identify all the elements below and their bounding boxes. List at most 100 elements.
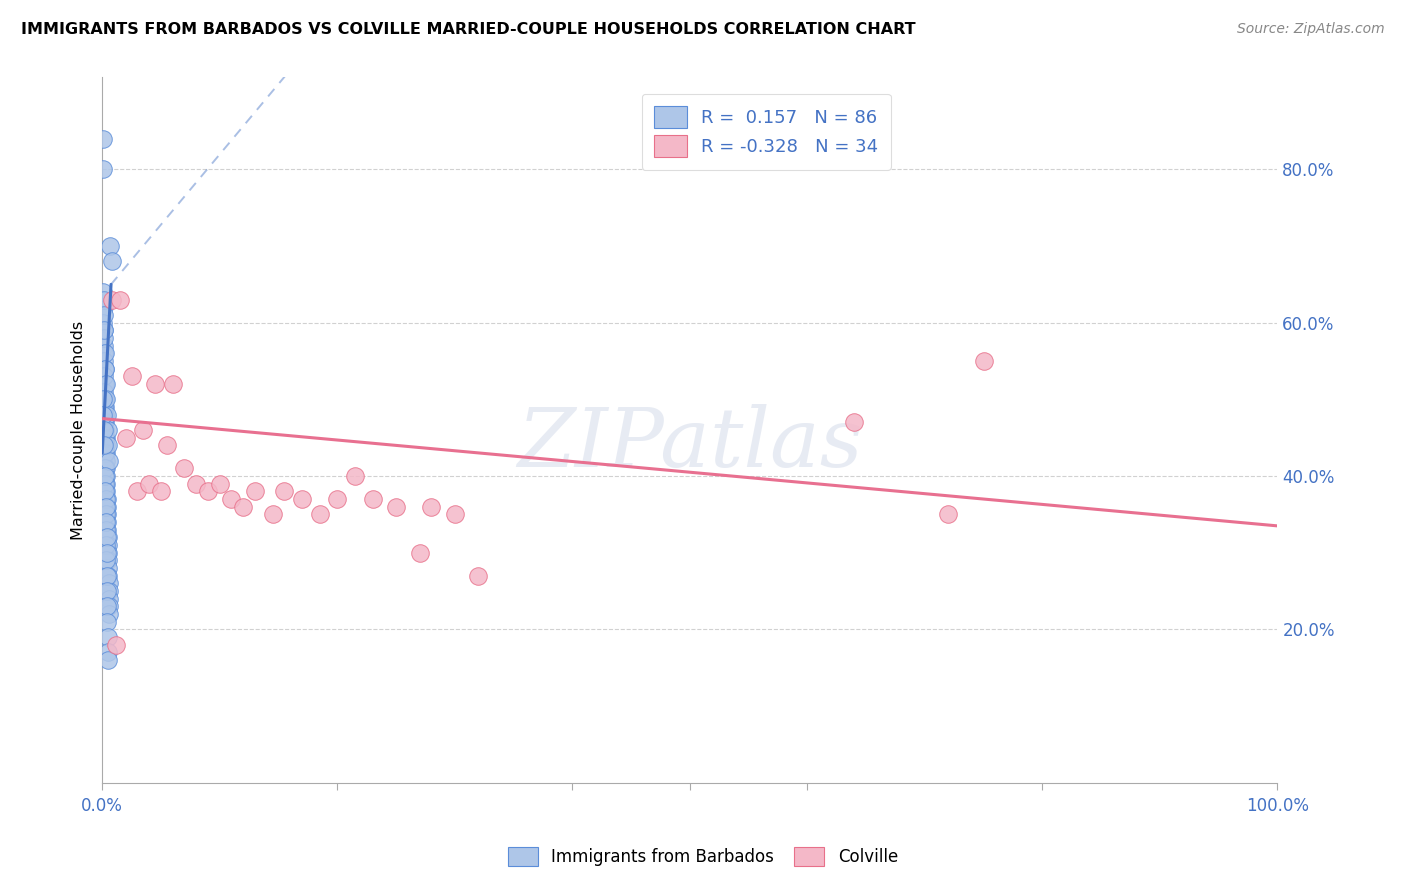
Point xyxy=(94,408,117,422)
Point xyxy=(93,301,115,315)
Point xyxy=(443,508,465,522)
Point xyxy=(94,453,117,467)
Point xyxy=(94,438,117,452)
Point xyxy=(94,423,117,437)
Point xyxy=(156,438,179,452)
Point xyxy=(326,491,349,506)
Legend: R =  0.157   N = 86, R = -0.328   N = 34: R = 0.157 N = 86, R = -0.328 N = 34 xyxy=(641,94,891,170)
Point xyxy=(94,469,117,483)
Point xyxy=(96,584,118,599)
Point xyxy=(93,308,115,322)
Point xyxy=(94,446,117,460)
Point xyxy=(127,484,149,499)
Point xyxy=(96,615,118,629)
Point xyxy=(94,523,117,537)
Point xyxy=(93,346,115,360)
Point xyxy=(93,453,115,467)
Point xyxy=(96,484,118,499)
Point xyxy=(94,491,117,506)
Point xyxy=(94,446,117,460)
Point xyxy=(138,476,160,491)
Point xyxy=(93,323,115,337)
Text: IMMIGRANTS FROM BARBADOS VS COLVILLE MARRIED-COUPLE HOUSEHOLDS CORRELATION CHART: IMMIGRANTS FROM BARBADOS VS COLVILLE MAR… xyxy=(21,22,915,37)
Point xyxy=(385,500,408,514)
Point xyxy=(132,423,155,437)
Point xyxy=(96,491,118,506)
Point xyxy=(221,491,243,506)
Point xyxy=(96,530,118,544)
Point xyxy=(93,339,115,353)
Point xyxy=(93,469,115,483)
Point xyxy=(936,508,959,522)
Point xyxy=(243,484,266,499)
Point xyxy=(291,491,314,506)
Point xyxy=(96,538,118,552)
Point xyxy=(94,500,117,514)
Point xyxy=(94,515,117,529)
Point xyxy=(97,438,120,452)
Point xyxy=(143,377,166,392)
Point xyxy=(186,476,208,491)
Point xyxy=(973,354,995,368)
Point xyxy=(93,438,115,452)
Point xyxy=(149,484,172,499)
Point xyxy=(162,377,184,392)
Point xyxy=(408,546,430,560)
Point xyxy=(96,530,118,544)
Point xyxy=(96,546,118,560)
Point xyxy=(96,515,118,529)
Point xyxy=(93,369,115,384)
Point xyxy=(98,607,121,621)
Point xyxy=(94,461,117,475)
Point xyxy=(97,453,120,467)
Point xyxy=(108,293,131,307)
Point xyxy=(96,500,118,514)
Point xyxy=(93,416,115,430)
Point xyxy=(97,568,120,582)
Point xyxy=(93,377,115,392)
Point xyxy=(96,508,118,522)
Point xyxy=(93,354,115,368)
Point xyxy=(94,377,117,392)
Point xyxy=(97,645,120,659)
Point xyxy=(262,508,284,522)
Point xyxy=(93,323,115,337)
Point xyxy=(94,508,117,522)
Point xyxy=(208,476,231,491)
Point xyxy=(96,599,118,614)
Point xyxy=(273,484,295,499)
Point xyxy=(94,400,117,414)
Point xyxy=(91,408,114,422)
Point xyxy=(97,546,120,560)
Point xyxy=(100,239,122,253)
Point xyxy=(98,599,121,614)
Point xyxy=(93,400,115,414)
Point xyxy=(308,508,330,522)
Point xyxy=(97,561,120,575)
Point xyxy=(93,416,115,430)
Point xyxy=(232,500,254,514)
Point xyxy=(100,254,122,268)
Point xyxy=(97,591,120,606)
Point xyxy=(97,630,120,644)
Point xyxy=(93,384,115,399)
Text: Source: ZipAtlas.com: Source: ZipAtlas.com xyxy=(1237,22,1385,37)
Point xyxy=(93,423,115,437)
Point xyxy=(91,132,114,146)
Point xyxy=(97,553,120,567)
Point xyxy=(93,361,115,376)
Point xyxy=(93,293,115,307)
Point xyxy=(197,484,219,499)
Point xyxy=(105,638,128,652)
Point xyxy=(420,500,443,514)
Point xyxy=(96,476,118,491)
Point xyxy=(94,431,117,445)
Point xyxy=(93,285,115,299)
Point xyxy=(93,331,115,345)
Point xyxy=(361,491,384,506)
Point xyxy=(100,293,122,307)
Point xyxy=(93,316,115,330)
Point xyxy=(93,431,115,445)
Point xyxy=(91,162,114,177)
Point xyxy=(96,392,118,407)
